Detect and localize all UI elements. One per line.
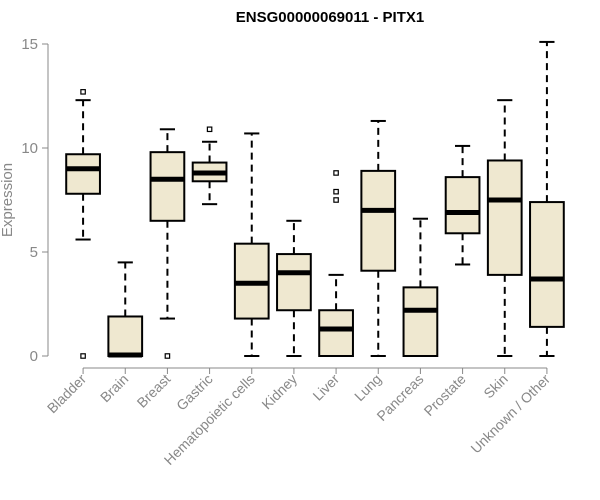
box-iqr <box>360 169 397 272</box>
y-tick-label: 0 <box>30 348 38 365</box>
box-lung <box>360 119 397 357</box>
box-iqr <box>65 153 101 195</box>
y-axis-label: Expression <box>0 163 16 237</box>
x-tick-label: Skin <box>480 371 511 402</box>
box-skin <box>486 99 523 357</box>
x-tick-label: Bladder <box>44 371 90 417</box>
x-tick-label: Unknown / Other <box>467 371 553 457</box>
box-breast <box>149 128 186 359</box>
box-brain <box>107 261 144 358</box>
outlier-point <box>80 89 86 95</box>
chart-title: ENSG00000069011 - PITX1 <box>236 9 424 26</box>
box-pancreas <box>402 217 439 357</box>
outlier-point <box>333 197 339 203</box>
box-iqr <box>149 151 186 222</box>
box-hematopoietic-cells <box>233 132 270 357</box>
box-iqr <box>107 315 144 358</box>
box-unknown-other <box>529 40 565 357</box>
y-tick-label: 5 <box>30 244 38 261</box>
outlier-point <box>80 353 86 359</box>
x-tick-label: Kidney <box>258 371 300 413</box>
outlier-point <box>333 188 339 195</box>
x-tick-label: Pancreas <box>373 371 426 424</box>
box-gastric <box>191 126 228 206</box>
box-liver <box>318 170 354 357</box>
box-iqr <box>444 176 481 235</box>
box-bladder <box>65 89 101 359</box>
outlier-point <box>206 126 213 133</box>
box-iqr <box>402 286 439 357</box>
outlier-point <box>333 170 339 176</box>
box-iqr <box>318 309 354 357</box>
box-iqr <box>529 201 565 328</box>
y-tick-label: 15 <box>21 36 38 53</box>
box-kidney <box>276 219 312 357</box>
x-tick-label: Lung <box>351 371 384 404</box>
y-tick-label: 10 <box>21 140 38 157</box>
x-tick-label: Breast <box>134 371 174 411</box>
outlier-point <box>164 353 171 359</box>
y-axis-ticks: 0 5 10 15 <box>21 36 48 365</box>
box-iqr <box>486 159 523 276</box>
box-prostate <box>444 144 481 266</box>
boxplot-series <box>65 40 565 359</box>
x-tick-label: Prostate <box>421 371 469 419</box>
x-tick-label: Liver <box>309 371 342 404</box>
x-tick-label: Brain <box>97 371 131 405</box>
box-iqr <box>276 253 312 312</box>
